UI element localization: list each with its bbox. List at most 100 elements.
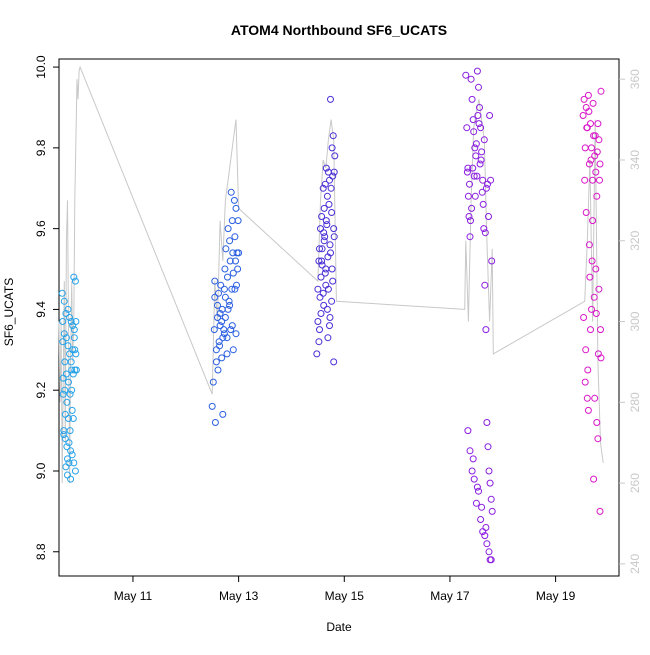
- data-point: [594, 120, 602, 128]
- data-point: [465, 213, 473, 220]
- data-point: [478, 188, 486, 196]
- data-point: [582, 346, 590, 354]
- data-point: [226, 257, 234, 265]
- data-point: [326, 176, 333, 184]
- data-point: [66, 390, 74, 398]
- data-point: [315, 338, 323, 346]
- data-point: [477, 124, 485, 132]
- data-point: [468, 467, 476, 475]
- data-point: [66, 314, 74, 321]
- chart-title: ATOM4 Northbound SF6_UCATS: [231, 22, 447, 38]
- data-point: [316, 326, 323, 334]
- data-point: [327, 249, 334, 257]
- data-point: [68, 406, 76, 414]
- data-point: [581, 176, 589, 184]
- data-point: [482, 184, 490, 192]
- data-point: [64, 342, 72, 350]
- data-point: [70, 459, 78, 467]
- data-point: [585, 241, 593, 249]
- data-point: [317, 273, 325, 281]
- data-point: [67, 318, 75, 325]
- data-point: [473, 67, 481, 75]
- data-point: [318, 261, 326, 269]
- data-point: [70, 273, 78, 281]
- data-point: [471, 144, 479, 152]
- data-point: [224, 273, 231, 281]
- data-point: [62, 463, 70, 471]
- data-point: [596, 176, 603, 184]
- data-point: [229, 269, 237, 277]
- data-point: [320, 204, 328, 212]
- data-point: [597, 87, 605, 95]
- data-point: [587, 120, 594, 128]
- data-point: [588, 257, 596, 265]
- data-point: [468, 95, 476, 103]
- data-point: [63, 443, 71, 451]
- data-point: [65, 378, 72, 386]
- data-point: [587, 326, 594, 334]
- data-point: [58, 289, 66, 297]
- data-point: [584, 91, 592, 99]
- y-tick-label: 10.0: [34, 55, 48, 79]
- y-tick-label: 9.8: [34, 139, 48, 156]
- data-point: [583, 124, 591, 132]
- data-point: [232, 204, 240, 212]
- data-point: [232, 330, 240, 338]
- x-tick-label: May 15: [325, 589, 365, 603]
- data-point: [330, 225, 338, 233]
- y2-tick-label: 320: [628, 230, 642, 250]
- y-tick-label: 9.6: [34, 220, 48, 237]
- data-point: [68, 386, 76, 394]
- x-tick-label: May 17: [430, 589, 470, 603]
- data-point: [327, 184, 335, 192]
- data-point: [321, 233, 329, 241]
- data-point: [328, 144, 336, 152]
- data-point: [227, 326, 235, 334]
- data-point: [230, 196, 238, 204]
- data-point: [326, 322, 333, 330]
- series-3: [313, 95, 339, 366]
- data-point: [468, 204, 476, 212]
- data-point: [329, 132, 337, 140]
- data-point: [470, 172, 478, 180]
- data-point: [464, 427, 472, 435]
- data-point: [68, 366, 76, 374]
- data-point: [472, 140, 480, 148]
- data-point: [596, 507, 604, 515]
- data-point: [214, 366, 222, 374]
- secondary-line-layer: [58, 65, 604, 484]
- data-point: [595, 136, 603, 144]
- data-point: [224, 305, 232, 313]
- data-point: [323, 305, 331, 313]
- data-point: [317, 225, 324, 233]
- data-point: [231, 285, 239, 293]
- data-point: [208, 402, 216, 410]
- data-point: [584, 406, 592, 414]
- data-point: [589, 176, 597, 184]
- data-point: [221, 265, 229, 273]
- data-point: [320, 229, 328, 237]
- series-4: [462, 67, 496, 564]
- data-point: [323, 192, 331, 200]
- data-point: [486, 479, 494, 487]
- data-point: [488, 257, 496, 265]
- data-point: [486, 556, 494, 564]
- data-point: [593, 148, 601, 156]
- y-tick-label: 8.8: [34, 543, 48, 560]
- data-point: [466, 447, 474, 455]
- data-point: [330, 358, 338, 366]
- data-point: [469, 116, 477, 124]
- data-point: [487, 176, 495, 184]
- data-point: [317, 310, 325, 317]
- data-point: [469, 164, 477, 172]
- data-point: [473, 172, 481, 180]
- data-point: [225, 297, 233, 305]
- data-point: [483, 419, 491, 426]
- data-point: [480, 225, 488, 233]
- data-point: [70, 326, 78, 334]
- data-point: [313, 350, 321, 358]
- y2-tick-label: 300: [628, 311, 642, 331]
- data-point: [329, 172, 337, 180]
